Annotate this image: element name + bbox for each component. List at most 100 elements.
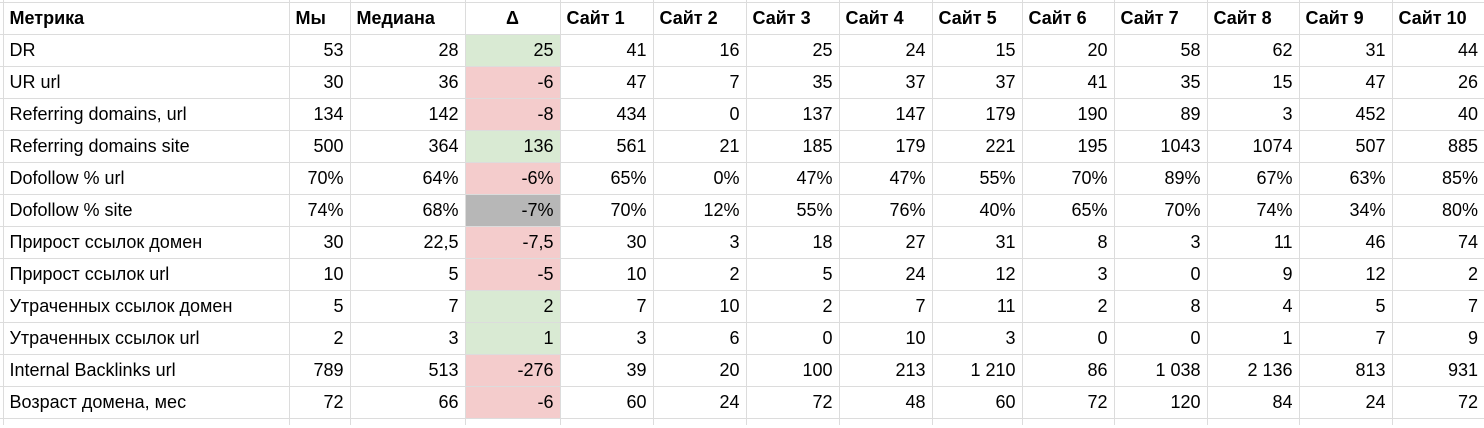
cell-site-4[interactable]: 47% [838, 161, 933, 195]
cell-site-2[interactable]: 16 [652, 33, 747, 67]
cell-site-2[interactable]: 20 [652, 353, 747, 387]
cell-site-4[interactable]: 179 [838, 129, 933, 163]
cell-site-2[interactable]: 6 [652, 321, 747, 355]
cell-site-8[interactable]: 3 [1206, 97, 1300, 131]
column-header-site-6[interactable]: Сайт 6 [1021, 1, 1115, 35]
cell-site-10[interactable]: 931 [1391, 353, 1484, 387]
cell-site-8[interactable]: 1074 [1206, 129, 1300, 163]
cell-site-4[interactable]: 10 [838, 321, 933, 355]
cell-site-3[interactable]: 100 [745, 353, 840, 387]
cell-site-7[interactable]: 0 [1113, 321, 1208, 355]
cell-site-5[interactable]: 55% [931, 161, 1023, 195]
cell-site-7[interactable]: 8 [1113, 289, 1208, 323]
cell-us[interactable]: 30 [288, 65, 351, 99]
cell-site-9[interactable]: 46 [1298, 225, 1393, 259]
cell-delta[interactable]: -8 [464, 97, 561, 131]
cell-site-8[interactable]: 4 [1206, 289, 1300, 323]
cell-site-5[interactable]: 60 [931, 385, 1023, 419]
cell-site-10[interactable]: 26 [1391, 65, 1484, 99]
column-header-median[interactable]: Медиана [349, 1, 466, 35]
cell-site-4[interactable]: 27 [838, 225, 933, 259]
cell-us[interactable]: 134 [288, 97, 351, 131]
cell-site-9[interactable]: 5 [1298, 289, 1393, 323]
cell-median[interactable]: 5 [349, 257, 466, 291]
cell-site-6[interactable]: 195 [1021, 129, 1115, 163]
cell-delta[interactable]: -5 [464, 257, 561, 291]
cell-delta[interactable]: -6 [464, 385, 561, 419]
cell-median[interactable]: 28 [349, 33, 466, 67]
cell-us[interactable]: 10 [288, 257, 351, 291]
cell-site-1[interactable]: 561 [559, 129, 654, 163]
column-header-site-4[interactable]: Сайт 4 [838, 1, 933, 35]
cell-site-2[interactable]: 21 [652, 129, 747, 163]
cell-site-7[interactable]: 89% [1113, 161, 1208, 195]
cell-site-3[interactable]: 35 [745, 65, 840, 99]
cell-site-1[interactable]: 7 [559, 289, 654, 323]
cell-site-8[interactable]: 74% [1206, 193, 1300, 227]
cell-site-6[interactable]: 20 [1021, 33, 1115, 67]
column-header-delta[interactable]: Δ [464, 1, 561, 35]
cell-site-5[interactable]: 11 [931, 289, 1023, 323]
column-header-site-10[interactable]: Сайт 10 [1391, 1, 1484, 35]
column-header-site-5[interactable]: Сайт 5 [931, 1, 1023, 35]
cell-site-7[interactable]: 89 [1113, 97, 1208, 131]
cell-site-6[interactable]: 3 [1021, 257, 1115, 291]
cell-delta[interactable]: 136 [464, 129, 561, 163]
cell-median[interactable]: 64% [349, 161, 466, 195]
cell-site-6[interactable]: 190 [1021, 97, 1115, 131]
cell-site-4[interactable]: 24 [838, 257, 933, 291]
cell-site-10[interactable]: 44 [1391, 33, 1484, 67]
cell-us[interactable]: 789 [288, 353, 351, 387]
cell-delta[interactable]: -7,5 [464, 225, 561, 259]
cell-median[interactable]: 364 [349, 129, 466, 163]
cell-median[interactable]: 66 [349, 385, 466, 419]
cell-delta[interactable]: -6% [464, 161, 561, 195]
cell-site-5[interactable]: 15 [931, 33, 1023, 67]
metric-label-cell[interactable]: Утраченных ссылок домен [2, 289, 290, 323]
cell-site-9[interactable]: 31 [1298, 33, 1393, 67]
cell-site-1[interactable]: 434 [559, 97, 654, 131]
cell-site-1[interactable]: 65% [559, 161, 654, 195]
cell-site-5[interactable]: 12 [931, 257, 1023, 291]
cell-delta[interactable]: -276 [464, 353, 561, 387]
cell-median[interactable]: 36 [349, 65, 466, 99]
cell-site-10[interactable]: 2 [1391, 257, 1484, 291]
cell-site-6[interactable]: 72 [1021, 385, 1115, 419]
cell-site-3[interactable]: 0 [745, 321, 840, 355]
cell-site-3[interactable]: 55% [745, 193, 840, 227]
cell-site-9[interactable]: 63% [1298, 161, 1393, 195]
cell-median[interactable]: 7 [349, 289, 466, 323]
cell-site-3[interactable]: 137 [745, 97, 840, 131]
cell-site-5[interactable]: 1 210 [931, 353, 1023, 387]
cell-site-8[interactable]: 2 136 [1206, 353, 1300, 387]
cell-site-5[interactable]: 221 [931, 129, 1023, 163]
column-header-site-1[interactable]: Сайт 1 [559, 1, 654, 35]
cell-site-10[interactable]: 80% [1391, 193, 1484, 227]
cell-site-6[interactable]: 0 [1021, 321, 1115, 355]
cell-delta[interactable]: -6 [464, 65, 561, 99]
cell-site-8[interactable]: 11 [1206, 225, 1300, 259]
cell-site-10[interactable]: 74 [1391, 225, 1484, 259]
column-header-site-9[interactable]: Сайт 9 [1298, 1, 1393, 35]
cell-site-10[interactable]: 72 [1391, 385, 1484, 419]
cell-site-8[interactable]: 1 [1206, 321, 1300, 355]
cell-site-9[interactable]: 12 [1298, 257, 1393, 291]
cell-site-10[interactable]: 885 [1391, 129, 1484, 163]
cell-delta[interactable]: 1 [464, 321, 561, 355]
cell-site-9[interactable]: 24 [1298, 385, 1393, 419]
cell-site-10[interactable]: 40 [1391, 97, 1484, 131]
cell-site-2[interactable]: 7 [652, 65, 747, 99]
cell-us[interactable]: 70% [288, 161, 351, 195]
cell-us[interactable]: 74% [288, 193, 351, 227]
column-header-site-7[interactable]: Сайт 7 [1113, 1, 1208, 35]
cell-site-8[interactable]: 67% [1206, 161, 1300, 195]
cell-site-2[interactable]: 0 [652, 97, 747, 131]
cell-site-3[interactable]: 18 [745, 225, 840, 259]
cell-site-7[interactable]: 35 [1113, 65, 1208, 99]
cell-site-7[interactable]: 58 [1113, 33, 1208, 67]
cell-site-3[interactable]: 25 [745, 33, 840, 67]
cell-site-7[interactable]: 0 [1113, 257, 1208, 291]
cell-site-9[interactable]: 813 [1298, 353, 1393, 387]
cell-us[interactable]: 53 [288, 33, 351, 67]
cell-site-1[interactable]: 60 [559, 385, 654, 419]
